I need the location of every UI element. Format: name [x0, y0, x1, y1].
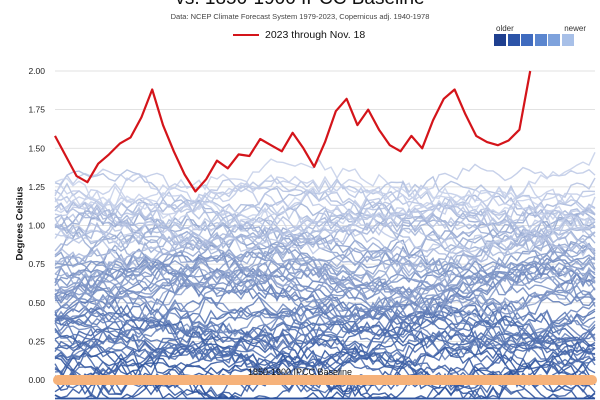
historical-year-line	[54, 242, 596, 319]
highlight-series	[54, 70, 532, 193]
historical-year-line	[54, 259, 596, 301]
historical-year-line	[54, 311, 596, 361]
historical-year-line	[54, 195, 596, 251]
historical-year-line	[54, 201, 596, 257]
historical-year-line	[54, 174, 596, 255]
historical-year-line	[54, 296, 596, 351]
legend-highlight: 2023 through Nov. 18	[233, 28, 365, 42]
historical-year-line	[54, 177, 596, 239]
baseline-band	[53, 375, 597, 385]
baseline-band-line	[53, 375, 597, 385]
y-tick-label: 1.75	[28, 105, 45, 115]
y-tick-label: 2.00	[28, 66, 45, 76]
ramp-swatch-1	[507, 34, 520, 46]
historical-year-line	[54, 321, 596, 387]
ramp-older-label: older	[496, 24, 514, 33]
y-tick-label: 0.75	[28, 259, 45, 269]
highlight-series-line	[54, 70, 532, 193]
historical-year-line	[54, 177, 596, 232]
historical-year-line	[54, 206, 596, 263]
historical-year-line	[54, 202, 596, 255]
historical-year-line	[54, 233, 596, 313]
historical-year-line	[54, 175, 596, 245]
legend-color-ramp: older newer	[494, 24, 586, 52]
y-tick-label: 1.00	[28, 221, 45, 231]
ramp-swatch-2	[521, 34, 533, 46]
historical-year-line	[54, 185, 596, 234]
historical-year-line	[54, 251, 596, 324]
chart-subtitle: Data: NCEP Climate Forecast System 1979-…	[170, 12, 430, 21]
baseline-label: 1850-1900 IPCC Baseline	[247, 367, 353, 377]
historical-year-line	[54, 285, 596, 352]
legend-highlight-swatch	[233, 34, 259, 36]
ramp-swatch-0	[494, 34, 506, 46]
ramp-newer-label: newer	[564, 24, 586, 33]
historical-year-line	[54, 203, 596, 257]
y-tick-label: 0.25	[28, 336, 45, 346]
historical-year-line	[54, 333, 596, 383]
historical-year-line	[54, 309, 596, 360]
historical-year-line	[54, 346, 596, 400]
ramp-swatch-5	[561, 34, 574, 46]
historical-year-line	[54, 275, 596, 338]
legend-highlight-label: 2023 through Nov. 18	[265, 29, 366, 41]
ramp-swatches	[494, 34, 575, 46]
historical-year-line	[54, 177, 596, 233]
y-tick-label: 0.50	[28, 298, 45, 308]
historical-year-line	[54, 279, 596, 347]
historical-year-line	[54, 210, 596, 291]
ramp-swatch-3	[534, 34, 547, 46]
ramp-swatch-4	[548, 34, 560, 46]
y-tick-label: 1.25	[28, 182, 45, 192]
y-tick-label: 1.50	[28, 143, 45, 153]
historical-year-lines	[54, 152, 596, 400]
historical-year-line	[54, 204, 596, 282]
historical-year-line	[54, 278, 596, 321]
chart-title: vs. 1850-1900 IPCC Baseline	[0, 0, 600, 10]
y-tick-labels: 0.00 0.25 0.50 0.75 1.00 1.25 1.50 1.75 2.00	[28, 66, 45, 385]
y-tick-label: 0.00	[28, 375, 45, 385]
